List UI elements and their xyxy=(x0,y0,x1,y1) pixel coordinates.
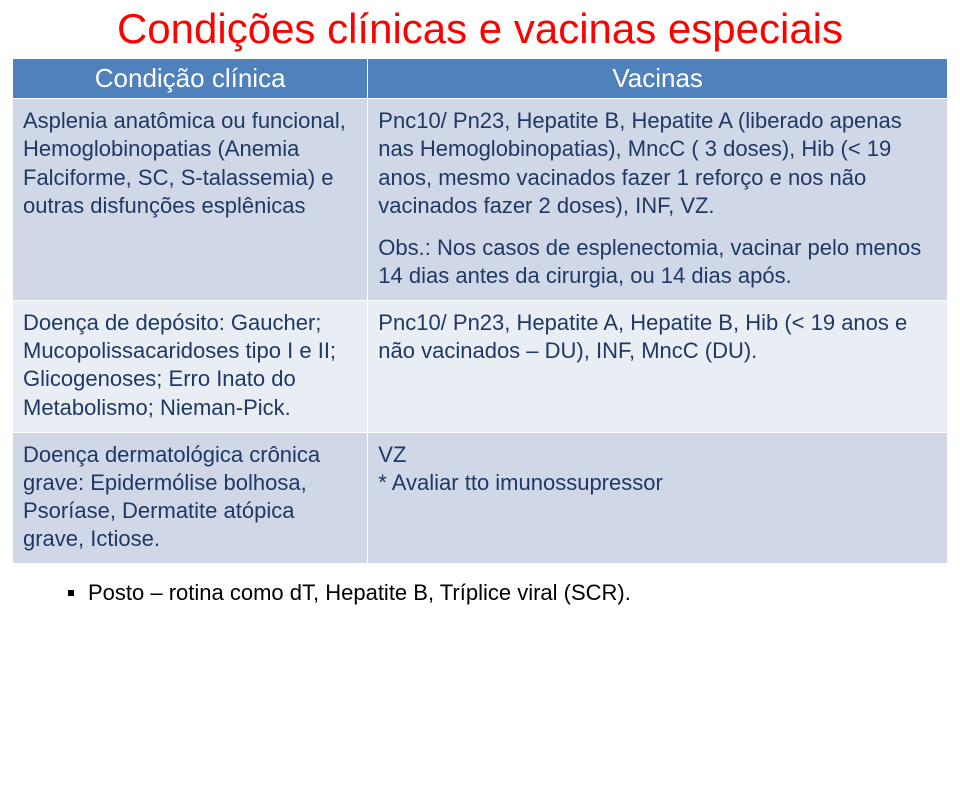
table-row: Doença de depósito: Gaucher; Mucopolissa… xyxy=(13,301,948,433)
vacinas-main: Pnc10/ Pn23, Hepatite B, Hepatite A (lib… xyxy=(378,107,937,220)
cell-condicao: Doença de depósito: Gaucher; Mucopolissa… xyxy=(13,301,368,433)
cell-condicao: Asplenia anatômica ou funcional, Hemoglo… xyxy=(13,99,368,301)
footer-note: Posto – rotina como dT, Hepatite B, Tríp… xyxy=(12,564,948,606)
cell-vacinas: VZ * Avaliar tto imunossupressor xyxy=(368,432,948,564)
vacinas-obs: Obs.: Nos casos de esplenectomia, vacina… xyxy=(378,234,937,290)
table-row: Asplenia anatômica ou funcional, Hemoglo… xyxy=(13,99,948,301)
col-header-condicao: Condição clínica xyxy=(13,59,368,99)
conditions-table: Condição clínica Vacinas Asplenia anatôm… xyxy=(12,58,948,564)
slide: Condições clínicas e vacinas especiais C… xyxy=(0,0,960,787)
table-row: Doença dermatológica crônica grave: Epid… xyxy=(13,432,948,564)
col-header-vacinas: Vacinas xyxy=(368,59,948,99)
cell-vacinas: Pnc10/ Pn23, Hepatite B, Hepatite A (lib… xyxy=(368,99,948,301)
vacinas-main: VZ * Avaliar tto imunossupressor xyxy=(378,441,937,497)
footer-text: Posto – rotina como dT, Hepatite B, Tríp… xyxy=(88,580,631,605)
table-header-row: Condição clínica Vacinas xyxy=(13,59,948,99)
slide-title: Condições clínicas e vacinas especiais xyxy=(12,6,948,52)
cell-vacinas: Pnc10/ Pn23, Hepatite A, Hepatite B, Hib… xyxy=(368,301,948,433)
bullet-icon xyxy=(68,590,74,596)
cell-condicao: Doença dermatológica crônica grave: Epid… xyxy=(13,432,368,564)
table-body: Asplenia anatômica ou funcional, Hemoglo… xyxy=(13,99,948,564)
vacinas-main: Pnc10/ Pn23, Hepatite A, Hepatite B, Hib… xyxy=(378,309,937,365)
